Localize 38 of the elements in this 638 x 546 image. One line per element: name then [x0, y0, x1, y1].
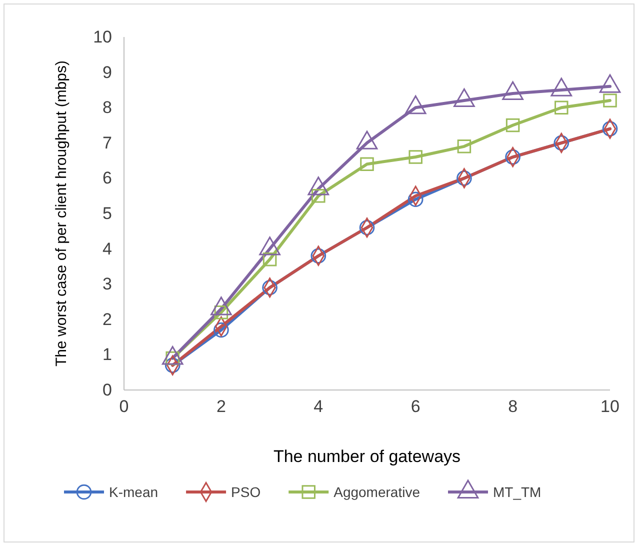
- point: [506, 118, 520, 132]
- y-tick-label: 8: [102, 98, 112, 118]
- point: [262, 252, 277, 266]
- point: [214, 322, 229, 338]
- y-tick-label: 4: [102, 239, 112, 258]
- y-tick-label: 3: [102, 274, 112, 294]
- y-tick-label: 2: [102, 310, 112, 329]
- y-tick-label: 5: [102, 204, 112, 223]
- y-tick-label: 9: [102, 62, 112, 82]
- y-tick-label: 7: [102, 133, 112, 152]
- point: [408, 192, 424, 208]
- point: [554, 135, 570, 151]
- legend-label: Aggomerative: [334, 484, 420, 500]
- point: [554, 100, 568, 114]
- point: [456, 170, 472, 186]
- x-tick-label: 10: [600, 397, 620, 416]
- x-axis-title: The number of gateways: [273, 447, 461, 466]
- x-tick-label: 0: [119, 397, 129, 416]
- y-tick-label: 10: [93, 27, 112, 46]
- y-tick-label: 1: [102, 345, 112, 364]
- legend-label: MT_TM: [493, 484, 542, 500]
- x-tick-label: 6: [410, 397, 420, 416]
- x-tick-label: 2: [216, 397, 226, 416]
- x-tick-label: 4: [314, 397, 324, 416]
- point: [408, 150, 422, 164]
- point: [310, 248, 326, 264]
- y-tick-label: 0: [102, 380, 112, 400]
- legend-label: PSO: [231, 484, 261, 500]
- y-tick-label: 6: [102, 168, 112, 188]
- point: [360, 157, 374, 171]
- point: [603, 94, 617, 108]
- point: [262, 280, 278, 296]
- x-tick-label: 8: [508, 397, 518, 416]
- point: [457, 140, 472, 154]
- y-axis-title: The worst case of per client hroughput (mbps): [53, 60, 70, 366]
- point: [359, 220, 375, 236]
- legend-label: K-mean: [109, 484, 158, 500]
- point: [312, 188, 326, 203]
